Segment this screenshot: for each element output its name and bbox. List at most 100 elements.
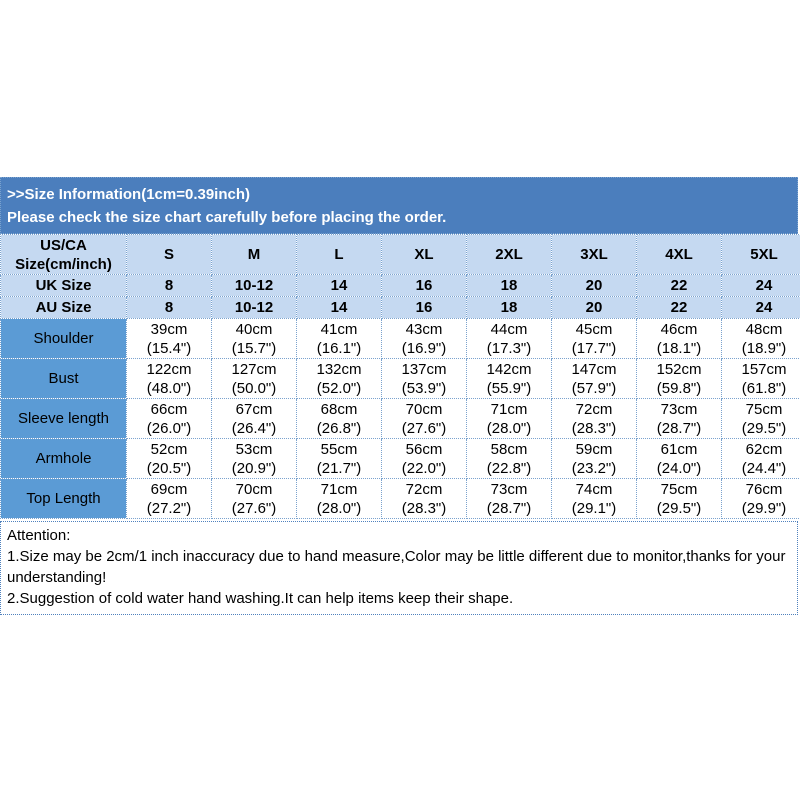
measurement-inch: (26.8") [316,419,362,437]
measurement-cm: 41cm [320,320,358,338]
measurement-cell: 122cm (48.0") [126,358,212,399]
measurement-cm: 122cm [146,360,192,378]
size-column-header: L [296,234,382,275]
measurement-label: Shoulder [0,318,127,359]
measurement-cell: 41cm (16.1") [296,318,382,359]
measurement-cell: 45cm (17.7") [551,318,637,359]
measurement-cell: 39cm (15.4") [126,318,212,359]
region-size-value: 18 [466,274,552,297]
measurement-cell: 72cm (28.3") [551,398,637,439]
measurement-cm: 61cm [660,440,698,458]
region-size-value: 10-12 [211,296,297,319]
measurement-cm: 58cm [490,440,528,458]
size-column-header: 2XL [466,234,552,275]
measurement-inch: (27.2") [146,499,192,517]
measurement-inch: (20.5") [146,459,192,477]
measurement-cell: 147cm (57.9") [551,358,637,399]
measurement-cm: 147cm [571,360,617,378]
table-row: Sleeve length 66cm (26.0") 67cm (26.4") 68cm(… [0,398,800,439]
measurement-cm: 72cm [405,480,443,498]
measurement-inch: (57.9") [571,379,617,397]
measurement-inch: (29.5") [656,499,702,517]
measurement-inch: (17.3") [486,339,532,357]
measurement-inch: (28.3") [571,419,617,437]
measurement-cell: 55cm (21.7") [296,438,382,479]
measurement-cm: 53cm [235,440,273,458]
attention-line: 2.Suggestion of cold water hand washing.… [7,590,514,607]
measurement-inch: (26.0") [146,419,192,437]
region-size-value: 8 [126,296,212,319]
measurement-cell: 43cm (16.9") [381,318,467,359]
attention-line: understanding! [7,569,107,586]
region-size-value: 20 [551,296,637,319]
measurement-cm: 142cm [486,360,532,378]
size-column-header: 4XL [636,234,722,275]
measurement-inch: (29.5") [741,419,787,437]
measurement-cell: 67cm (26.4") [211,398,297,439]
measurement-label: Armhole [0,438,127,479]
measurement-cm: 132cm [316,360,362,378]
measurement-inch: (27.6") [401,419,447,437]
measurement-cm: 66cm [150,400,188,418]
measurement-inch: (28.0") [316,499,362,517]
measurement-cm: 45cm [575,320,613,338]
measurement-inch: (61.8") [741,379,787,397]
measurement-cm: 46cm [660,320,698,338]
measurement-inch: (17.7") [571,339,617,357]
measurement-cm: 67cm [235,400,273,418]
region-size-label: UK Size [0,274,127,297]
measurement-inch: (18.1") [656,339,702,357]
measurement-cell: 69cm (27.2") [126,478,212,519]
region-size-value: 24 [721,296,800,319]
measurement-cell: 142cm (55.9") [466,358,552,399]
region-size-value: 18 [466,296,552,319]
measurement-cell: 71cm (28.0") [296,478,382,519]
measurement-cm: 56cm [405,440,443,458]
measurement-cell: 40cm (15.7") [211,318,297,359]
measurement-cm: 137cm [401,360,447,378]
region-size-value: 16 [381,296,467,319]
measurement-cell: 75cm (29.5") [636,478,722,519]
table-row: Shoulder 39cm (15.4") 40cm (15.7") 41cm (16.1"… [0,318,800,359]
size-chart-table: US/CA Size(cm/inch) S M L XL 2XL 3XL 4XL 5XL UK Si… [0,234,800,519]
size-info-subtitle: Please check the size chart carefully be… [7,209,447,226]
measurement-cell: 75cm (29.5") [721,398,800,439]
corner-header-cell: US/CA Size(cm/inch) [0,234,127,275]
table-row: UK Size 8 10-12 14 16 18 20 22 24 [0,274,800,297]
measurement-label: Sleeve length [0,398,127,439]
measurement-cell: 48cm (18.9") [721,318,800,359]
measurement-cm: 70cm [235,480,273,498]
measurement-inch: (59.8") [656,379,702,397]
measurement-cell: 152cm (59.8") [636,358,722,399]
measurement-cell: 44cm (17.3") [466,318,552,359]
measurement-cell: 73cm (28.7") [466,478,552,519]
measurement-cm: 69cm [150,480,188,498]
measurement-cm: 127cm [231,360,277,378]
region-size-value: 14 [296,296,382,319]
measurement-cm: 55cm [320,440,358,458]
measurement-cell: 76cm (29.9") [721,478,800,519]
measurement-cell: 137cm (53.9") [381,358,467,399]
measurement-cell: 157cm (61.8") [721,358,800,399]
region-size-label: AU Size [0,296,127,319]
measurement-cm: 68cm [320,400,358,418]
measurement-inch: (20.9") [231,459,277,477]
size-column-header: S [126,234,212,275]
measurement-inch: (55.9") [486,379,532,397]
attention-heading: Attention: [7,527,71,544]
measurement-inch: (15.4") [146,339,192,357]
measurement-cell: 56cm (22.0") [381,438,467,479]
measurement-cm: 74cm [575,480,613,498]
table-row: US/CA Size(cm/inch) S M L XL 2XL 3XL 4XL 5XL [0,234,800,275]
size-column-header: XL [381,234,467,275]
measurement-inch: (53.9") [401,379,447,397]
region-size-value: 8 [126,274,212,297]
attention-note: Attention: 1.Size may be 2cm/1 inch inac… [0,521,798,615]
measurement-cm: 75cm [660,480,698,498]
measurement-cm: 62cm [745,440,783,458]
measurement-cm: 59cm [575,440,613,458]
measurement-inch: (28.0") [486,419,532,437]
measurement-inch: (27.6") [231,499,277,517]
measurement-cell: 62cm (24.4") [721,438,800,479]
